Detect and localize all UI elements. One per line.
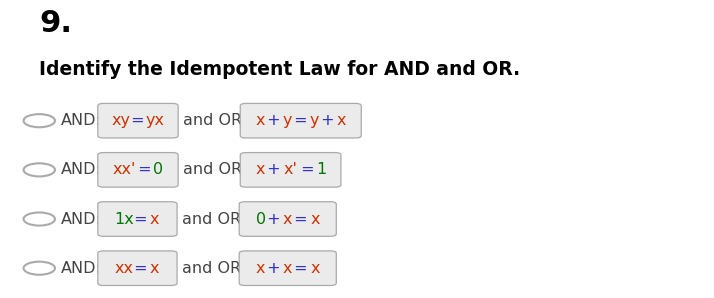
Text: and OR:: and OR:: [182, 212, 246, 226]
Text: x: x: [310, 212, 320, 226]
Text: =: =: [289, 212, 313, 226]
FancyBboxPatch shape: [98, 153, 178, 187]
Text: Identify the Idempotent Law for AND and OR.: Identify the Idempotent Law for AND and …: [39, 60, 521, 79]
Text: x: x: [150, 212, 159, 226]
FancyBboxPatch shape: [240, 153, 341, 187]
Text: AND:: AND:: [61, 113, 101, 128]
Text: xy: xy: [111, 113, 131, 128]
Text: x: x: [283, 261, 293, 276]
Text: x: x: [310, 261, 320, 276]
Text: =: =: [289, 113, 313, 128]
Text: AND:: AND:: [61, 212, 101, 226]
Text: AND:: AND:: [61, 261, 101, 276]
FancyBboxPatch shape: [239, 251, 336, 285]
Text: xx': xx': [113, 162, 136, 177]
Text: 0: 0: [256, 212, 266, 226]
Text: =: =: [289, 261, 313, 276]
FancyBboxPatch shape: [240, 103, 361, 138]
FancyBboxPatch shape: [98, 202, 177, 236]
Text: xx: xx: [114, 261, 134, 276]
Text: 1: 1: [316, 162, 326, 177]
Text: y: y: [310, 113, 319, 128]
FancyBboxPatch shape: [98, 103, 178, 138]
FancyBboxPatch shape: [98, 251, 177, 285]
Text: and OR:: and OR:: [182, 261, 246, 276]
Text: =: =: [133, 162, 156, 177]
Text: =: =: [126, 113, 150, 128]
Text: 1x: 1x: [114, 212, 134, 226]
Text: 9.: 9.: [39, 9, 72, 38]
Text: x: x: [150, 261, 159, 276]
Text: 0: 0: [154, 162, 164, 177]
Text: and OR:: and OR:: [183, 113, 247, 128]
Text: +: +: [262, 113, 286, 128]
Text: x': x': [283, 162, 298, 177]
Text: =: =: [296, 162, 319, 177]
Text: +: +: [262, 261, 286, 276]
Text: +: +: [316, 113, 340, 128]
Text: and OR:: and OR:: [183, 162, 247, 177]
Text: x: x: [256, 162, 265, 177]
Text: yx: yx: [146, 113, 164, 128]
Text: x: x: [283, 212, 293, 226]
Text: =: =: [129, 261, 153, 276]
Text: =: =: [129, 212, 153, 226]
Text: x: x: [256, 113, 265, 128]
Text: AND:: AND:: [61, 162, 101, 177]
Text: +: +: [262, 162, 286, 177]
FancyBboxPatch shape: [239, 202, 336, 236]
Text: x: x: [337, 113, 346, 128]
Text: y: y: [283, 113, 292, 128]
Text: x: x: [256, 261, 266, 276]
Text: +: +: [262, 212, 286, 226]
